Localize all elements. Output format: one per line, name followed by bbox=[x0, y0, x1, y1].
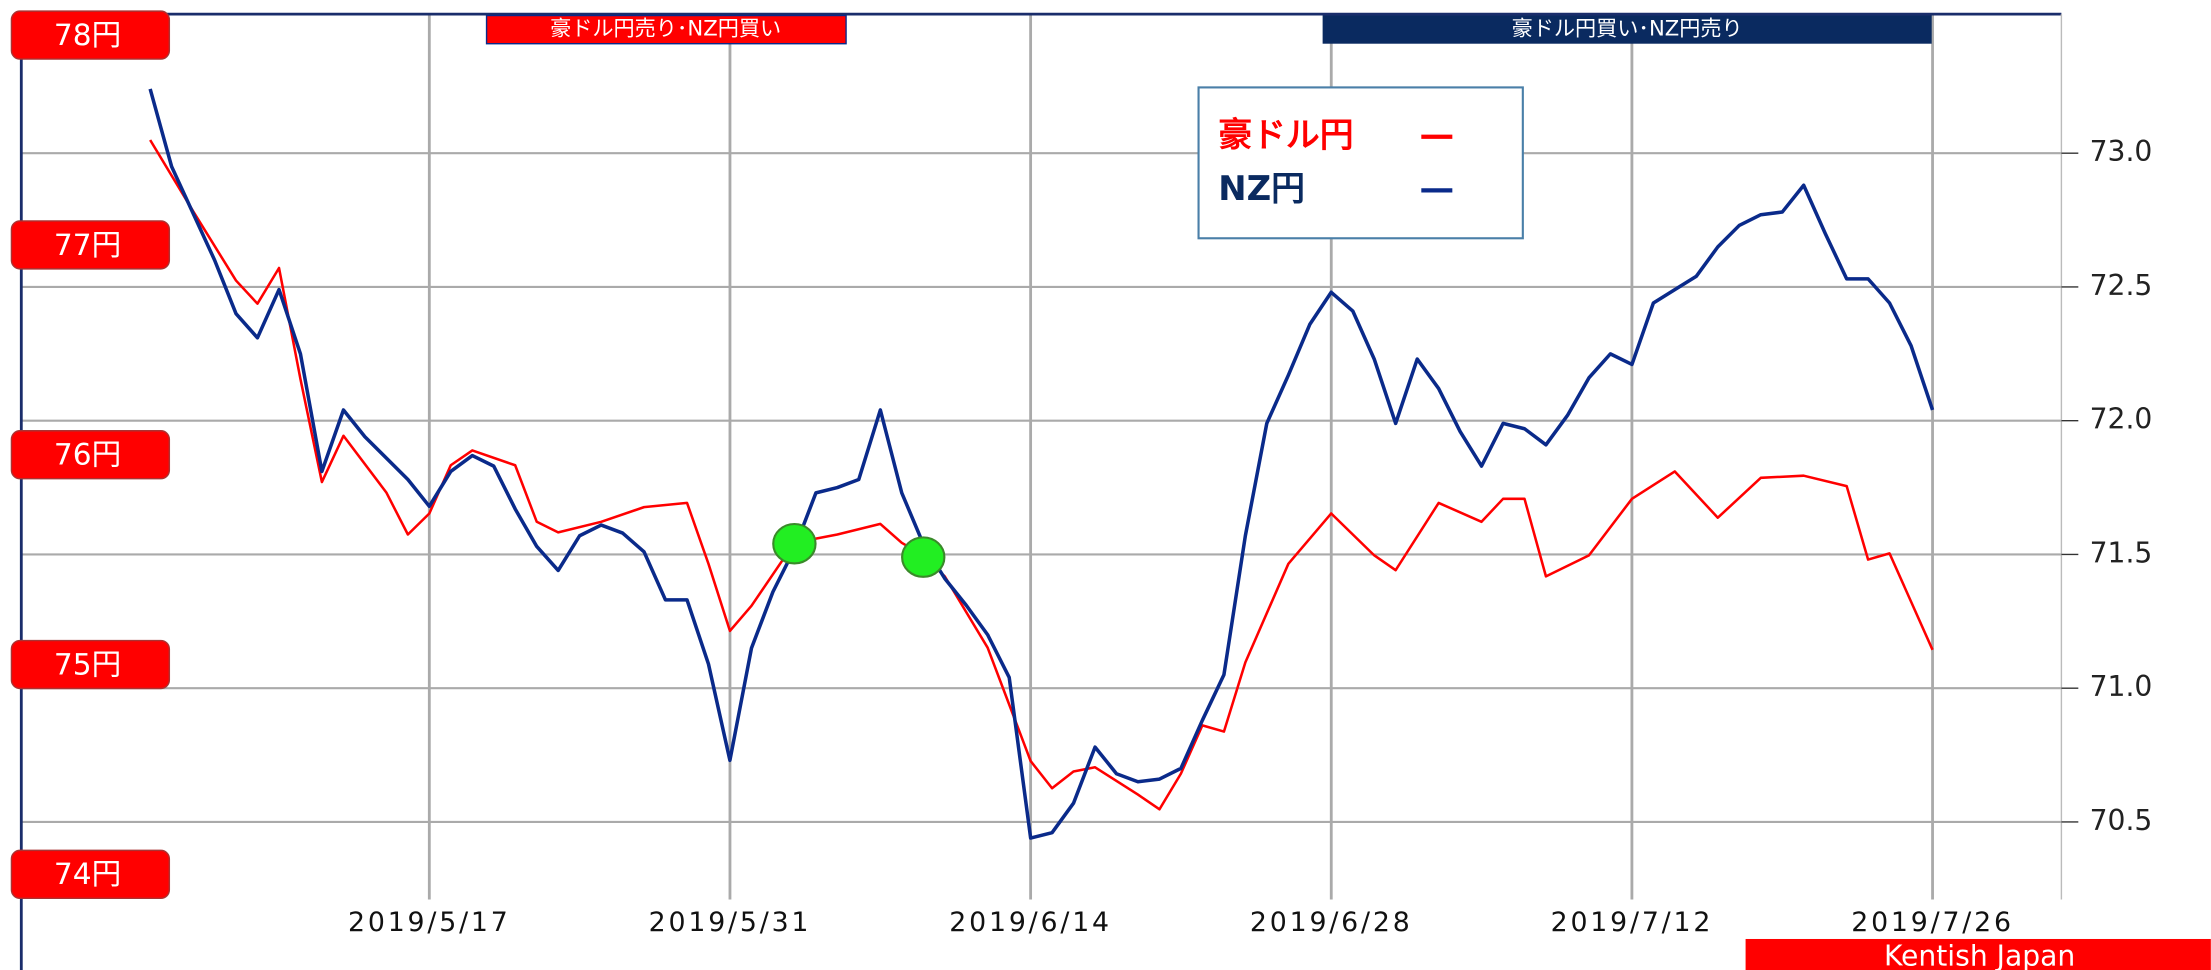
y-tick-box bbox=[10, 10, 171, 60]
y-tick-label: 76円 bbox=[54, 438, 121, 472]
x-tick-label: 2019/6/14 bbox=[949, 907, 1112, 938]
y-tick-label: 77円 bbox=[54, 228, 121, 262]
y-tick-box bbox=[10, 639, 171, 690]
plot bbox=[148, 88, 1935, 840]
y-tick-label: 78円 bbox=[54, 18, 121, 52]
legend-label: 豪ドル円 bbox=[1218, 115, 1353, 154]
signal-marker bbox=[901, 536, 946, 578]
y2-tick-label: 71.5 bbox=[2090, 536, 2153, 569]
y-tick-label: 75円 bbox=[54, 647, 121, 681]
x-tick-label: 2019/7/12 bbox=[1551, 907, 1714, 938]
grid bbox=[21, 14, 2062, 900]
annotation-box bbox=[485, 14, 847, 45]
y-tick-box bbox=[10, 849, 171, 900]
annotation: 豪ドル円買い･NZ円売り bbox=[1512, 16, 1743, 41]
y-tick-box bbox=[10, 220, 171, 270]
watermark-box bbox=[1745, 938, 2211, 970]
x-tick-label: 2019/6/28 bbox=[1250, 907, 1413, 938]
series-line bbox=[148, 88, 1935, 840]
x-tick-label: 2019/5/17 bbox=[348, 907, 511, 938]
y2-tick-label: 72.5 bbox=[2090, 269, 2153, 302]
annotation: 豪ドル円売り･NZ円買い bbox=[550, 16, 781, 41]
annotation-box bbox=[1322, 15, 1932, 44]
watermark: Kentish Japan bbox=[1884, 939, 2075, 970]
y-tick-box bbox=[10, 430, 171, 480]
y2-tick-label: 72.0 bbox=[2090, 403, 2153, 436]
signal-marker bbox=[772, 522, 817, 565]
y2-tick-label: 70.5 bbox=[2090, 804, 2153, 837]
x-tick-label: 2019/5/31 bbox=[649, 907, 812, 938]
legend bbox=[1197, 86, 1524, 240]
series-line bbox=[149, 139, 1934, 811]
x-tick-label: 2019/7/26 bbox=[1851, 907, 2014, 938]
y-tick-label: 74円 bbox=[54, 857, 121, 891]
y2-tick-label: 73.0 bbox=[2090, 135, 2153, 168]
y2-tick-label: 71.0 bbox=[2090, 670, 2153, 703]
legend-label: NZ円 bbox=[1218, 169, 1305, 208]
